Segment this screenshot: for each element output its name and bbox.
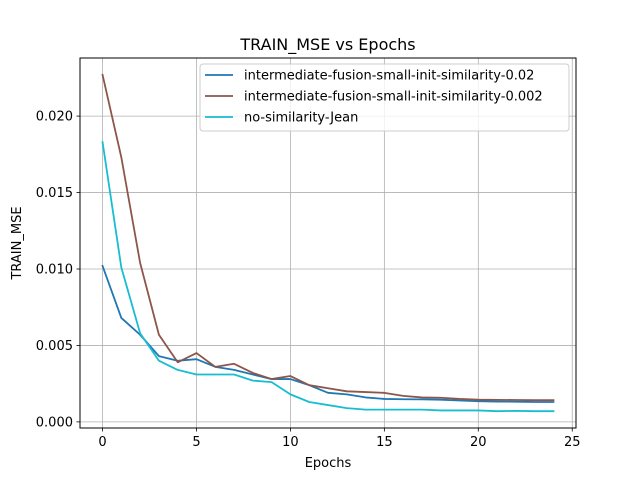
- legend-label-0: intermediate-fusion-small-init-similarit…: [244, 69, 534, 84]
- y-tick-label: 0.005: [36, 339, 73, 354]
- x-tick-label: 5: [192, 435, 200, 450]
- x-tick-label: 20: [470, 435, 487, 450]
- legend: intermediate-fusion-small-init-similarit…: [199, 63, 570, 132]
- x-tick-label: 25: [564, 435, 581, 450]
- plot-frame: [79, 57, 577, 429]
- series-line-2: [101, 141, 555, 413]
- x-tick-label: 10: [282, 435, 299, 450]
- legend-box: [199, 63, 570, 132]
- legend-label-1: intermediate-fusion-small-init-similarit…: [244, 90, 543, 105]
- y-tick-label: 0.020: [36, 110, 73, 125]
- chart-title: TRAIN_MSE vs Epochs: [239, 35, 415, 55]
- y-axis-label: TRAIN_MSE: [10, 206, 25, 280]
- ticks: 0 5 10 15 20 25 0.000 0.005 0.010 0.015 0.020: [36, 110, 581, 450]
- x-tick-label: 0: [98, 435, 106, 450]
- y-tick-label: 0.015: [36, 186, 73, 201]
- series-layer: [101, 73, 555, 413]
- legend-label-2: no-similarity-Jean: [244, 111, 358, 126]
- x-tick-label: 15: [376, 435, 393, 450]
- x-axis-label: Epochs: [305, 456, 352, 471]
- y-tick-label: 0.010: [36, 262, 73, 277]
- series-line-1: [101, 73, 555, 402]
- y-tick-label: 0.000: [36, 415, 73, 430]
